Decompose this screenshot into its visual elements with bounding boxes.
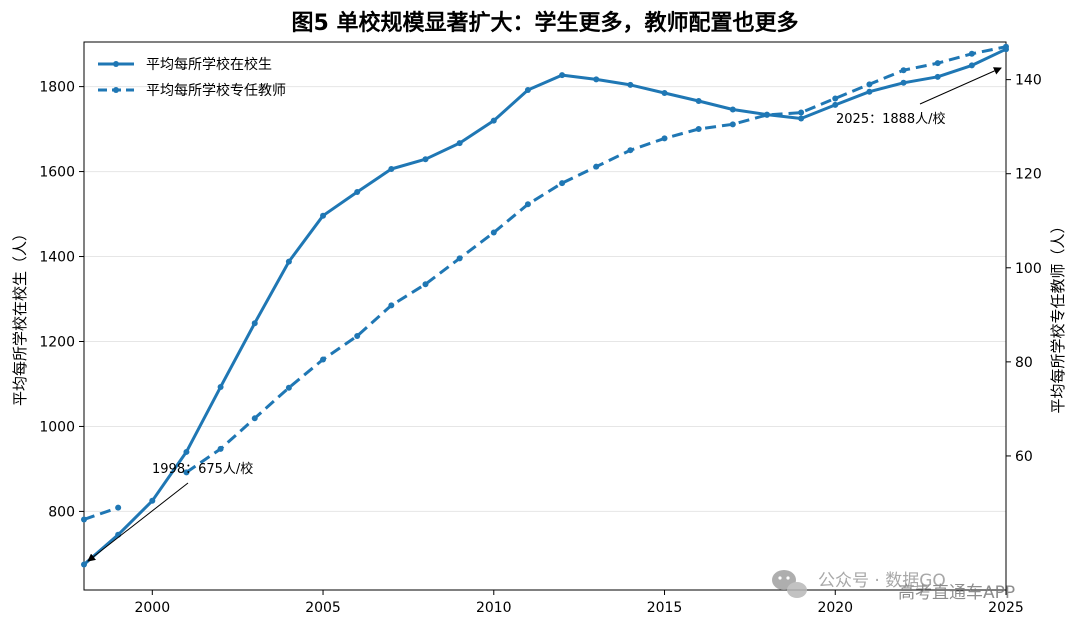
teachers-series-seg1-point-2022	[900, 67, 907, 74]
teachers-series-seg1-point-2013	[593, 163, 600, 170]
y-axis-right: 60 80 100 120 140	[1006, 73, 1042, 465]
grid-lines	[84, 86, 1006, 512]
y-right-tick-label-120: 120	[1015, 167, 1042, 183]
students-series-point-2010	[490, 117, 497, 124]
annotation-2025-arrow	[919, 67, 1002, 105]
students-series-point-1998	[81, 561, 87, 568]
teachers-series-seg1-point-2009	[456, 255, 463, 262]
students-series-point-2005	[320, 212, 327, 219]
teachers-series-seg1-point-2019	[798, 109, 805, 116]
teachers-series-seg0-point-1999	[115, 504, 122, 511]
x-axis: 2000 2005 2010 2015 2020 2025	[134, 590, 1024, 616]
teachers-series-seg1-point-2002	[217, 445, 224, 452]
students-series-point-2008	[422, 156, 429, 163]
x-tick-label-2020: 2020	[817, 600, 853, 616]
students-series-point-2007	[388, 166, 395, 173]
y-right-tick-label-140: 140	[1015, 73, 1042, 89]
annotation-2025-text: 2025：1888人/校	[836, 111, 946, 127]
teachers-series-seg1-point-2008	[422, 281, 429, 288]
teachers-series-seg1-point-2024	[968, 50, 975, 57]
y-left-tick-label-1200: 1200	[39, 334, 75, 350]
y-left-tick-label-1400: 1400	[39, 250, 75, 266]
y-axis-right-label: 平均每所学校专任教师（人）	[1049, 218, 1067, 413]
teachers-series-seg1-point-2004	[285, 384, 292, 391]
legend-marker-teachers	[113, 87, 119, 93]
x-tick-label-2015: 2015	[647, 600, 683, 616]
students-series-point-2006	[354, 188, 361, 195]
students-series-point-2000	[149, 497, 156, 504]
series-layer	[81, 43, 1009, 568]
teachers-series-seg1-point-2006	[354, 332, 361, 339]
teachers-series-seg1-point-2021	[866, 81, 873, 88]
students-series-point-2020	[832, 101, 839, 108]
y-left-tick-label-1000: 1000	[39, 419, 75, 435]
teachers-series-seg1-point-2001	[183, 469, 190, 476]
plot-frame	[83, 41, 1007, 591]
teachers-series-seg1-point-2007	[388, 302, 395, 309]
y-right-tick-label-100: 100	[1015, 261, 1042, 277]
teachers-series-seg1-point-2015	[661, 135, 668, 142]
students-series-point-2022	[900, 79, 907, 86]
y-right-tick-label-60: 60	[1015, 449, 1033, 465]
y-axis-left: 800 1000 1200 1400 1600 1800	[39, 80, 84, 520]
students-series-point-2017	[729, 106, 736, 113]
students-series-point-2021	[866, 88, 873, 95]
annotation-2025: 2025：1888人/校	[836, 67, 1002, 127]
y-left-tick-label-1600: 1600	[39, 165, 75, 181]
x-tick-label-2000: 2000	[134, 600, 170, 616]
legend-label-students: 平均每所学校在校生	[146, 56, 272, 73]
watermark-line1: 公众号 · 数据GO	[818, 571, 946, 591]
students-series-point-2023	[934, 73, 941, 80]
annotation-1998-arrow	[87, 482, 189, 562]
students-series-point-2004	[285, 258, 292, 265]
teachers-series-seg1-line	[185, 45, 1007, 474]
teachers-series-seg1-point-2014	[627, 147, 634, 154]
students-series-point-2011	[524, 87, 531, 94]
y-right-tick-label-80: 80	[1015, 355, 1033, 371]
teachers-series-seg1-point-2018	[763, 111, 770, 118]
students-series-point-2002	[217, 383, 224, 390]
students-series-line	[83, 47, 1007, 566]
x-tick-label-2025: 2025	[988, 600, 1024, 616]
teachers-series-seg1-point-2005	[320, 356, 327, 363]
students-series-point-2015	[661, 89, 668, 96]
teachers-series-seg1-point-2010	[490, 229, 497, 236]
students-series-point-2024	[968, 62, 975, 69]
teachers-series-seg1-point-2020	[832, 95, 839, 102]
students-series-point-2003	[251, 320, 258, 327]
annotation-1998: 1998：675人/校	[87, 461, 253, 562]
students-series-point-2012	[559, 72, 566, 79]
teachers-series-seg1-point-2003	[251, 415, 258, 422]
students-series-point-2009	[456, 140, 463, 147]
teachers-series-seg1-point-2023	[934, 60, 941, 67]
students-series-point-2013	[593, 76, 600, 83]
watermark-line2: 高考直通车APP	[898, 583, 1015, 603]
students-series-point-2016	[695, 98, 702, 105]
teachers-series-seg0-line	[83, 506, 119, 521]
y-left-tick-label-800: 800	[48, 504, 75, 520]
y-left-tick-label-1800: 1800	[39, 80, 75, 96]
students-series-point-2001	[183, 448, 190, 455]
teachers-series-seg1-point-2011	[524, 201, 531, 208]
teachers-series-seg1-point-2012	[559, 180, 566, 187]
students-series-point-2014	[627, 81, 634, 88]
teachers-series-seg1-point-2017	[729, 121, 736, 128]
teachers-series-seg1-point-2025	[1003, 43, 1009, 50]
x-tick-label-2010: 2010	[476, 600, 512, 616]
teachers-series-seg1-point-2016	[695, 126, 702, 133]
watermark: 公众号 · 数据GO 高考直通车APP	[772, 570, 1015, 603]
teachers-series-seg0-point-1998	[81, 516, 87, 523]
legend: 平均每所学校在校生 平均每所学校专任教师	[98, 56, 286, 99]
wechat-icon	[772, 570, 807, 598]
x-tick-label-2005: 2005	[305, 600, 341, 616]
y-axis-left-label: 平均每所学校在校生（人）	[11, 226, 29, 406]
annotation-1998-text: 1998：675人/校	[152, 461, 253, 477]
legend-marker-students	[113, 61, 119, 67]
legend-label-teachers: 平均每所学校专任教师	[146, 82, 286, 99]
students-series-point-2019	[798, 115, 805, 122]
chart-title: 图5 单校规模显著扩大：学生更多，教师配置也更多	[292, 10, 799, 36]
